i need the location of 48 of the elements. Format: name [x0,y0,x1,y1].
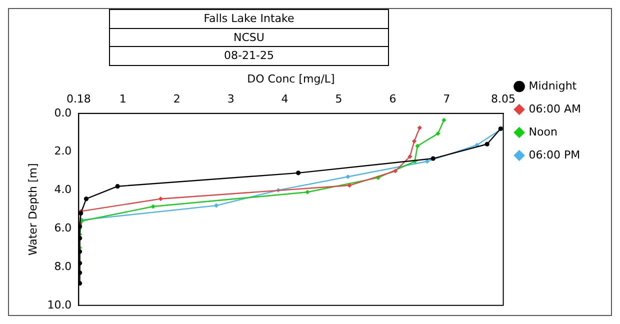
point [296,170,301,176]
point [84,196,89,202]
point [78,260,82,266]
legend-label: Noon [528,125,558,138]
point [78,224,82,229]
x-tick-label: 5 [335,92,342,106]
y-tick-label: 4.0 [54,183,72,196]
point [346,174,350,180]
y-tick-label: 6.0 [54,221,72,234]
x-tick-label: 8.05 [491,92,516,106]
legend-label: Midnight [528,79,578,92]
x-tick-label: 3 [227,92,234,106]
point [115,184,120,189]
text: 08-21-25 [109,46,389,66]
point [484,142,490,146]
point [430,156,436,161]
point [150,204,156,209]
point [424,159,430,164]
x-tick-label: 4 [281,92,288,106]
point [412,138,417,144]
point [408,154,412,159]
point [347,183,352,188]
x-tick-label: 7 [443,92,450,106]
point [417,126,422,130]
point [393,168,398,174]
legend-label: 06:00 PM [528,148,580,162]
point [436,131,440,136]
y-axis-title: Water Depth [m] [26,163,40,256]
point [305,190,310,194]
x-axis-title: DO Conc [mg/L] [247,72,335,86]
point [442,118,446,122]
point [498,126,503,132]
point [78,281,82,286]
point [214,203,219,208]
x-tick-label: 0.18 [66,92,91,106]
point [158,196,163,202]
chart-title: Falls Lake Intake [109,9,389,29]
x-tick-label: 2 [173,92,180,106]
point [78,249,82,254]
y-tick-label: 2.0 [54,144,72,158]
point [415,144,420,148]
legend-label: 06:00 AM [528,102,582,116]
x-tick-label: 6 [389,92,396,106]
chart-subtitle: NCSU [109,28,389,48]
y-tick-label: 10.0 [47,298,72,312]
x-tick-label: 1 [119,92,126,106]
y-tick-label: 0.0 [54,106,72,120]
y-tick-label: 8.0 [54,260,72,273]
